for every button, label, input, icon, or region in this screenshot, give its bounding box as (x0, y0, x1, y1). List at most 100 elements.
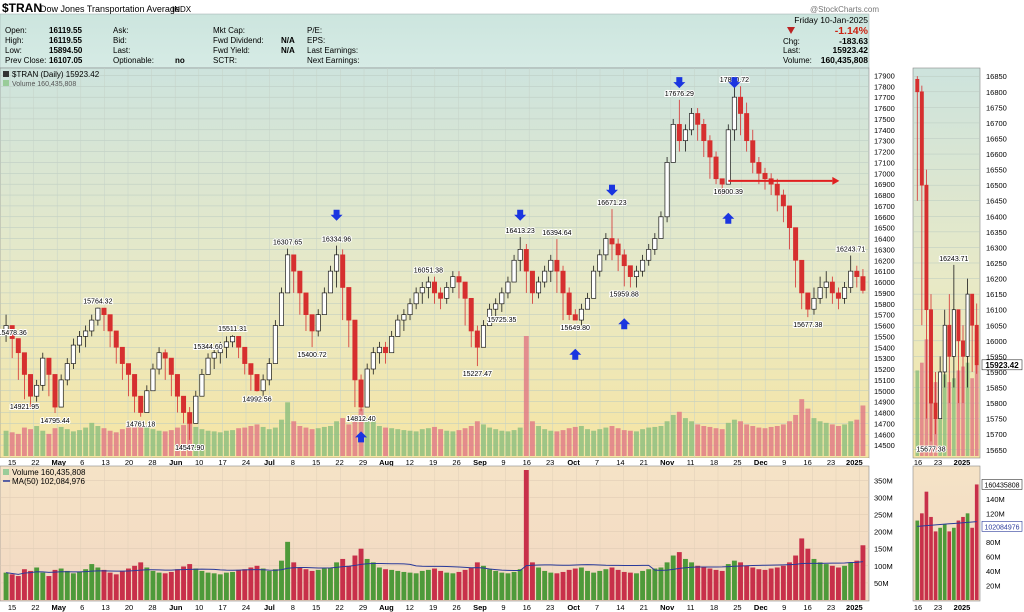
candle-body (450, 276, 456, 288)
volume-bar (376, 567, 382, 600)
header-field-label: Next Earnings: (307, 56, 359, 65)
volume-overlay-bar (119, 429, 125, 456)
volume-tick-label: 150M (874, 545, 893, 554)
zoom-price-tick-label: 15800 (986, 399, 1007, 408)
volume-bar (358, 548, 364, 600)
candle-body (395, 319, 401, 337)
zoom-candle-body (924, 184, 929, 311)
price-tick-label: 15300 (874, 354, 895, 363)
x-tick-label: 11 (687, 603, 695, 612)
volume-overlay-bar (548, 430, 554, 456)
symbol: $TRAN (2, 1, 42, 15)
volume-bar (248, 567, 254, 600)
x-tick-label: 10 (195, 458, 203, 467)
volume-bar (572, 568, 578, 600)
volume-overlay-bar (272, 427, 278, 456)
legend-volpanel-swatch (3, 469, 9, 475)
zoom-volume-bar (947, 531, 952, 600)
zoom-volume-overlay-bar (974, 331, 979, 456)
volume-tick-label: 100M (874, 562, 893, 571)
candle-body (340, 254, 346, 288)
zoom-volume-tick-label: 60M (986, 553, 1001, 562)
x-tick-label: Sep (473, 603, 487, 612)
x-tick-label: Sep (473, 458, 487, 467)
zoom-volume-tick-label: 140M (986, 495, 1005, 504)
volume-bar (138, 562, 144, 600)
price-tick-label: 17700 (874, 93, 895, 102)
volume-bar (689, 562, 695, 600)
candle-body (744, 113, 750, 142)
x-tick-label: Dec (754, 458, 768, 467)
header-fields: Open: 16119.55 High: 16119.55 Low: 15894.50Pr… (5, 26, 868, 65)
x-tick-label: 23 (546, 458, 554, 467)
volume-bar (236, 569, 242, 600)
volume-overlay-bar (474, 421, 480, 456)
x-tick-label: 14 (616, 603, 624, 612)
x-tick-label: 16 (523, 603, 531, 612)
header-field-label: Last: (113, 46, 130, 55)
x-tick-label: 16 (803, 603, 811, 612)
volume-overlay-bar (168, 430, 174, 456)
zoom-price-tick-label: 16700 (986, 119, 1007, 128)
zoom-volume-overlay-bar (961, 366, 965, 456)
zoom-price-tick-label: 16500 (986, 181, 1007, 190)
volume-overlay-bar (621, 430, 627, 456)
price-label: 16307.65 (273, 240, 302, 247)
candle-body (15, 338, 21, 354)
change-pct: -1.14% (835, 25, 869, 37)
price-tick-label: 14800 (874, 409, 895, 418)
x-tick-label: Oct (567, 458, 580, 467)
candle-body (223, 341, 229, 348)
volume-overlay-bar (340, 418, 346, 456)
candle-body (572, 314, 578, 321)
volume-overlay-bar (780, 424, 786, 456)
volume-bars (3, 470, 866, 600)
legend-price: $TRAN (Daily) 15923.42 (12, 70, 100, 79)
zoom-candle-body (965, 293, 970, 357)
volume-overlay-bar (603, 427, 609, 456)
red-arrowhead-icon (832, 176, 840, 185)
volume-bar (548, 572, 554, 600)
price-tick-label: 14700 (874, 419, 895, 428)
volume-bar (438, 570, 444, 600)
x-tick-label: 12 (406, 603, 414, 612)
candle-body (230, 336, 236, 343)
volume-bar (260, 568, 266, 600)
zoom-candle-body (956, 309, 961, 342)
volume-bar (95, 567, 101, 600)
volume-bar (162, 573, 168, 600)
price-label: 15400.72 (297, 352, 326, 359)
x-tick-label: 18 (710, 603, 718, 612)
candle-body (682, 129, 688, 142)
x-tick-label: 9 (782, 603, 786, 612)
volume-overlay-bar (376, 426, 382, 456)
volume-overlay-bar (101, 428, 107, 456)
candle-body (774, 183, 780, 196)
volume-tick-label: 50M (874, 579, 889, 588)
volume-bar (468, 567, 474, 600)
volume-bar (315, 569, 321, 600)
candle-body (376, 346, 382, 354)
candle-body (480, 325, 486, 348)
candle-body (560, 270, 566, 294)
x-tick-label: Dec (754, 603, 768, 612)
volume-bar (254, 565, 260, 600)
candle-body (278, 292, 284, 326)
candle-body (529, 270, 535, 294)
candle-body (554, 259, 560, 272)
x-tick-label: 21 (640, 603, 648, 612)
volume-overlay-bar (199, 429, 205, 456)
zoom-volume-bar (974, 484, 979, 600)
up-arrow-icon (618, 318, 631, 330)
x-tick-label: 12 (406, 458, 414, 467)
candle-body (407, 303, 413, 315)
volume-bar (481, 565, 486, 600)
volume-bar (419, 570, 425, 600)
volume-overlay-bar (444, 430, 450, 456)
up-arrow-icon (569, 348, 582, 360)
volume-overlay-bar (285, 402, 291, 456)
candle-body (474, 330, 480, 348)
zoom-price-tick-label: 16850 (986, 72, 1007, 81)
candle-body (689, 113, 695, 131)
candle-body (633, 270, 639, 277)
